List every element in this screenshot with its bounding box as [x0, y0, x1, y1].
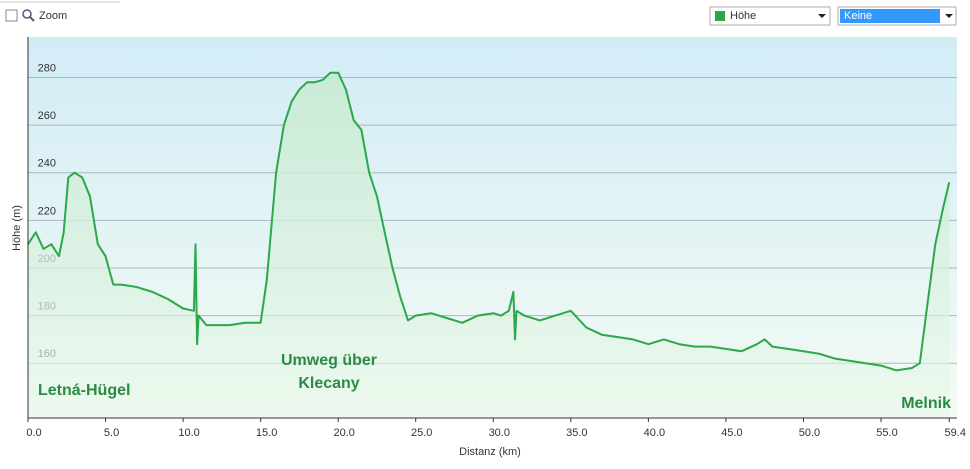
y-tick-label: 240 [38, 158, 56, 170]
y-tick-label: 260 [38, 110, 56, 122]
zoom-label: Zoom [39, 10, 67, 22]
overlay-highlight [840, 9, 940, 23]
annotation: Letná-Hügel [38, 382, 130, 399]
annotation: Umweg über [281, 352, 377, 369]
x-axis-label: Distanz (km) [459, 446, 521, 458]
zoom-icon-handle [29, 16, 35, 22]
x-tick-label: 0.0 [26, 427, 41, 439]
x-tick-label: 55.0 [876, 427, 897, 439]
overlay-select-text: Keine [844, 10, 872, 22]
x-tick-label: 5.0 [104, 427, 119, 439]
x-tick-label: 35.0 [566, 427, 587, 439]
x-tick-label: 30.0 [489, 427, 510, 439]
elevation-line [27, 71, 951, 372]
dropdown-arrow [945, 14, 953, 18]
zoom-icon [22, 9, 32, 19]
y-tick-label: 280 [38, 62, 56, 74]
x-tick-label: 50.0 [799, 427, 820, 439]
series-swatch [715, 11, 725, 21]
x-tick-label: 40.0 [644, 427, 665, 439]
y-tick-label: 220 [38, 205, 56, 217]
x-tick-label: 20.0 [333, 427, 354, 439]
x-tick-label: 59.4 [945, 427, 966, 439]
elevation-area [28, 72, 950, 418]
annotation: Melnik [901, 395, 951, 412]
dropdown-arrow [818, 14, 826, 18]
x-tick-label: 25.0 [411, 427, 432, 439]
zoom-checkbox[interactable] [5, 9, 18, 22]
series-select-text: Höhe [730, 10, 756, 22]
x-tick-label: 10.0 [178, 427, 199, 439]
y-axis-label: Höhe (m) [11, 205, 23, 251]
annotation: Klecany [298, 375, 359, 392]
series-select[interactable] [709, 6, 831, 26]
x-tick-label: 15.0 [256, 427, 277, 439]
x-tick-label: 45.0 [721, 427, 742, 439]
